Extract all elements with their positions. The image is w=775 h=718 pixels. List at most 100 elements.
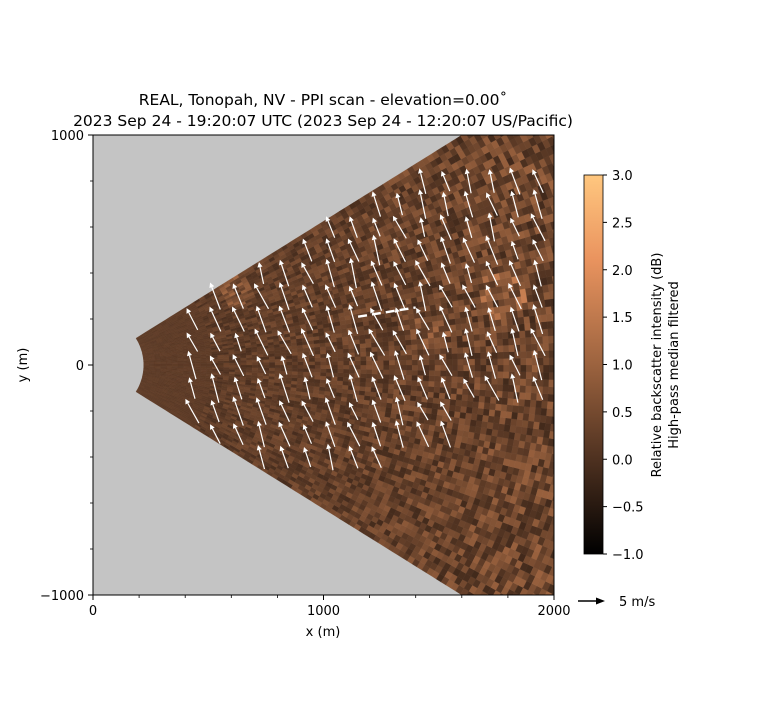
- heatmap-cell-4454: [498, 298, 506, 307]
- heatmap-cell-666: [194, 361, 201, 364]
- heatmap-cell-2828: [370, 391, 377, 397]
- heatmap-cell-1508: [263, 353, 270, 358]
- heatmap-cell-4726: [525, 350, 533, 359]
- heatmap-cell-3882: [457, 376, 464, 383]
- heatmap-cell-1923: [297, 368, 304, 372]
- heatmap-cell-3053: [386, 321, 393, 328]
- heatmap-cell-3320: [410, 385, 418, 391]
- heatmap-cell-2128: [313, 386, 320, 391]
- heatmap-cell-2410: [336, 380, 344, 386]
- heatmap-cell-4365: [492, 422, 500, 431]
- heatmap-cell-3950: [462, 388, 469, 396]
- heatmap-cell-4718: [523, 406, 531, 414]
- heatmap-cell-3543: [425, 316, 433, 323]
- heatmap-cell-4438: [500, 404, 508, 412]
- heatmap-cell-1853: [291, 368, 299, 372]
- heatmap-cell-663: [194, 366, 201, 369]
- heatmap-cell-4662: [517, 309, 524, 318]
- heatmap-cell-3678: [439, 342, 447, 349]
- heatmap-cell-4857: [534, 414, 541, 423]
- heatmap-cell-1224: [240, 364, 247, 368]
- heatmap-cell-4721: [525, 385, 532, 394]
- heatmap-cell-2138: [314, 350, 321, 355]
- heatmap-cell-2064: [309, 364, 316, 369]
- heatmap-cell-3944: [457, 423, 465, 431]
- heatmap-cell-3884: [457, 364, 464, 372]
- heatmap-cell-3046: [388, 355, 396, 361]
- heatmap-cell-3741: [445, 381, 452, 389]
- heatmap-cell-3038: [387, 393, 394, 399]
- heatmap-cell-4900: [475, 597, 484, 606]
- heatmap-cell-1999: [302, 347, 310, 352]
- heatmap-cell-1577: [269, 356, 276, 360]
- heatmap-cell-4086: [470, 413, 478, 421]
- heatmap-cell-4381: [495, 319, 502, 327]
- heatmap-cell-3385: [413, 411, 421, 418]
- heatmap-cell-3454: [418, 417, 426, 424]
- heatmap-cell-4171: [478, 321, 485, 329]
- heatmap-cell-3607: [434, 348, 441, 355]
- heatmap-cell-4452: [500, 311, 507, 320]
- heatmap-cell-3804: [446, 421, 454, 429]
- heatmap-cell-3527: [426, 402, 434, 409]
- heatmap-cell-2757: [364, 395, 371, 401]
- heatmap-cell-4508: [506, 404, 514, 413]
- heatmap-cell-3036: [386, 402, 393, 409]
- heatmap-cell-2911: [375, 332, 383, 338]
- heatmap-cell-4448: [502, 338, 509, 346]
- heatmap-cell-4941: [540, 314, 548, 323]
- heatmap-cell-4651: [519, 385, 527, 393]
- heatmap-cell-4733: [521, 302, 529, 311]
- heatmap-cell-4445: [503, 358, 510, 366]
- heatmap-cell-3665: [436, 414, 443, 422]
- heatmap-cell-3402: [415, 322, 422, 330]
- heatmap-cell-4661: [517, 316, 525, 325]
- heatmap-cell-4441: [502, 384, 509, 392]
- heatmap-cell-3596: [431, 408, 439, 415]
- heatmap-cell-1500: [262, 375, 270, 380]
- heatmap-cell-3677: [440, 347, 447, 355]
- heatmap-cell-4727: [525, 343, 533, 352]
- heatmap-cell-3891: [455, 323, 462, 331]
- heatmap-cell-3177: [398, 399, 405, 405]
- heatmap-cell-4725: [526, 357, 533, 366]
- heatmap-cell-4506: [504, 417, 512, 426]
- heatmap-cell-3609: [433, 337, 441, 344]
- heatmap-cell-3612: [432, 320, 439, 328]
- heatmap-cell-3807: [449, 404, 456, 412]
- heatmap-cell-2414: [337, 364, 344, 370]
- heatmap-cell-3048: [388, 345, 395, 352]
- heatmap-cell-3880: [456, 388, 463, 395]
- heatmap-cell-4649: [518, 398, 526, 407]
- heatmap-cell-4376: [497, 351, 504, 359]
- chart-title: REAL, Tonopah, NV - PPI scan - elevation…: [139, 91, 508, 109]
- heatmap-cell-3191: [398, 329, 406, 336]
- heatmap-cell-4245: [480, 295, 488, 303]
- heatmap-cell-3314: [407, 415, 414, 422]
- heatmap-cell-3813: [451, 370, 458, 377]
- heatmap-cell-1431: [257, 372, 264, 377]
- heatmap-cell-4931: [542, 386, 549, 395]
- heatmap-cell-2619: [353, 385, 361, 391]
- heatmap-cell-4368: [495, 403, 502, 411]
- heatmap-cell-3252: [405, 374, 413, 381]
- heatmap-cell-3465: [423, 359, 430, 366]
- heatmap-cell-4100: [473, 327, 480, 335]
- heatmap-cell-4160: [479, 389, 486, 397]
- heatmap-cell-4102: [471, 315, 479, 323]
- heatmap-cell-3819: [450, 335, 458, 343]
- heatmap-cell-2768: [365, 347, 372, 353]
- heatmap-cell-3673: [440, 370, 447, 377]
- heatmap-cell-4728: [525, 336, 532, 345]
- heatmap-cell-4229: [484, 396, 491, 404]
- heatmap-cell-3332: [409, 323, 416, 330]
- heatmap-cell-3317: [409, 400, 416, 407]
- heatmap-cell-1296: [246, 359, 253, 363]
- heatmap-cell-3259: [405, 339, 412, 346]
- heatmap-cell-3824: [447, 307, 455, 314]
- heatmap-cell-3610: [433, 331, 440, 338]
- heatmap-cell-2408: [336, 388, 343, 394]
- heatmap-cell-4731: [523, 316, 531, 324]
- heatmap-cell-4521: [506, 317, 514, 326]
- heatmap-cell-4511: [508, 384, 515, 393]
